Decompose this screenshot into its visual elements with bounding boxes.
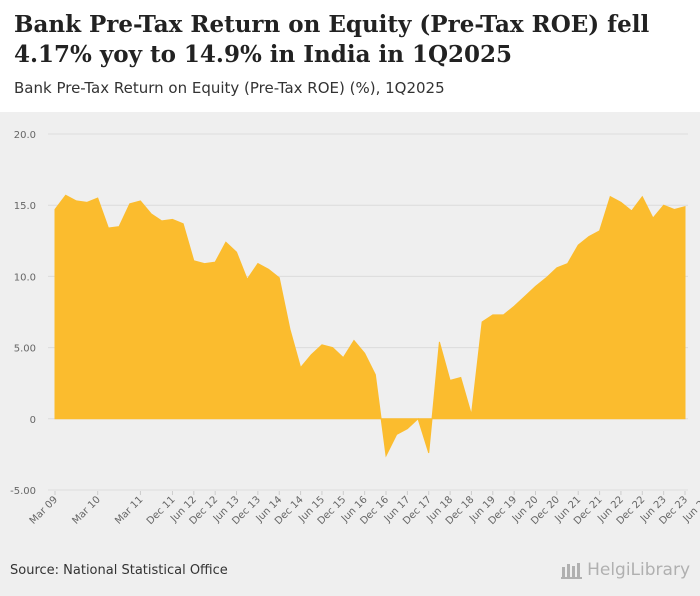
x-tick-label: Mar 09 — [28, 494, 60, 526]
chart-subtitle: Bank Pre-Tax Return on Equity (Pre-Tax R… — [14, 79, 445, 97]
helgi-library-logo[interactable]: HelgiLibrary — [561, 560, 690, 580]
source-note: Source: National Statistical Office — [10, 563, 228, 578]
y-axis-ticks: -5.00 0 5.00 10.0 15.0 20.0 — [10, 130, 36, 497]
header: Bank Pre-Tax Return on Equity (Pre-Tax R… — [0, 0, 700, 112]
library-icon — [561, 563, 583, 579]
y-tick-label: 15.0 — [14, 201, 36, 212]
y-tick-label: 5.00 — [14, 344, 36, 355]
logo-text: HelgiLibrary — [587, 560, 690, 580]
y-tick-label: -5.00 — [10, 486, 36, 497]
x-tick-label: Mar 11 — [113, 494, 145, 526]
y-tick-label: 10.0 — [14, 272, 36, 283]
y-tick-label: 20.0 — [14, 130, 36, 141]
chart-title: Bank Pre-Tax Return on Equity (Pre-Tax R… — [14, 11, 650, 68]
series-area — [54, 194, 686, 458]
area-series-roe — [54, 194, 686, 458]
area-chart: -5.00 0 5.00 10.0 15.0 20.0 Mar 09 Mar 10 Mar 1… — [10, 130, 700, 527]
y-tick-label: 0 — [30, 415, 36, 426]
x-tick-label: Mar 10 — [70, 494, 102, 526]
x-tick-label: Dec 11 — [145, 494, 178, 527]
